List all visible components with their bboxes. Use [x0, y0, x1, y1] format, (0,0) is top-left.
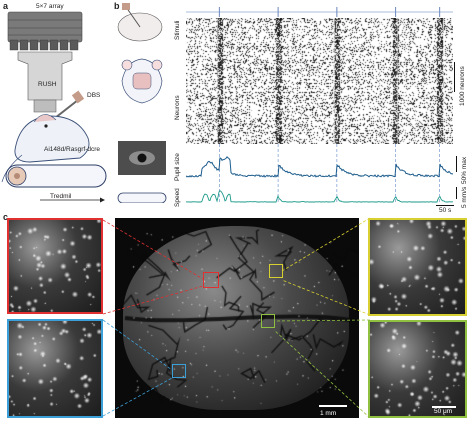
- inset-red: [7, 218, 103, 314]
- time-scale-bar: [436, 205, 454, 207]
- dbs-label: DBS: [87, 92, 101, 99]
- inset-yellow-spots: [370, 220, 465, 314]
- pupil-label: Pupil size: [174, 153, 181, 181]
- inset-green-spots: [370, 322, 465, 416]
- mouse-icon: [1, 114, 90, 183]
- mouse-line-label: Ai148d/Rasgrf-dcre: [44, 146, 100, 153]
- brain-electrode-icon: [117, 3, 163, 42]
- inset-connectors: [102, 217, 371, 419]
- objective-icon: [17, 51, 73, 113]
- inset-yellow: [368, 218, 467, 316]
- time-scale-label: 50 s: [439, 207, 452, 214]
- stimuli-track: [186, 7, 453, 17]
- inset-blue-spots: [9, 321, 101, 416]
- mm-scale-label: 1 mm: [320, 410, 337, 417]
- pupil-trace: [186, 156, 453, 178]
- panel-a-letter: a: [3, 1, 9, 11]
- roi-red: [203, 272, 219, 288]
- speed-scale-label: 5 mm/s: [461, 186, 468, 208]
- inset-red-spots: [9, 220, 101, 312]
- stimulus-dashed-lines: [219, 144, 440, 204]
- speed-scale-bar: [456, 187, 458, 199]
- treadmill-small-icon: [117, 192, 167, 203]
- panel-c-letter: c: [3, 212, 9, 222]
- rush-setup-illustration: [1, 11, 107, 203]
- um-scale-label: 50 μm: [434, 408, 453, 415]
- speed-trace: [186, 190, 453, 203]
- treadmill-label: Tredmil: [50, 193, 72, 200]
- roi-blue: [172, 364, 186, 378]
- mouse-head-icon: [121, 58, 163, 104]
- inset-blue: [7, 319, 103, 418]
- stimulus-ticks: [218, 7, 441, 17]
- rush-label: RUSH: [38, 81, 57, 88]
- behavior-traces: [186, 144, 453, 204]
- um-scale-bar: [432, 406, 456, 408]
- inset-green: [368, 320, 467, 418]
- speed-label: Speed: [174, 188, 181, 207]
- mm-scale-bar: [319, 405, 347, 407]
- stimuli-label: Stimuli: [174, 20, 181, 40]
- panel-b-icons: [117, 3, 167, 203]
- eye-camera-icon: [118, 141, 166, 175]
- treadmill-icon: [5, 164, 107, 203]
- panel-b-letter: b: [114, 1, 120, 11]
- neurons-scale-bar: [454, 62, 456, 92]
- pupil-scale-label: 50% max: [461, 156, 468, 184]
- neurons-label: Neurons: [174, 95, 181, 120]
- neurons-scale-label: 1000 neurons: [459, 66, 466, 106]
- array-label: 5×7 array: [36, 3, 64, 10]
- neuron-raster-plot: [186, 18, 453, 144]
- pupil-scale-bar: [456, 156, 458, 172]
- camera-array-icon: [7, 11, 83, 51]
- dbs-probe-icon: [54, 90, 85, 119]
